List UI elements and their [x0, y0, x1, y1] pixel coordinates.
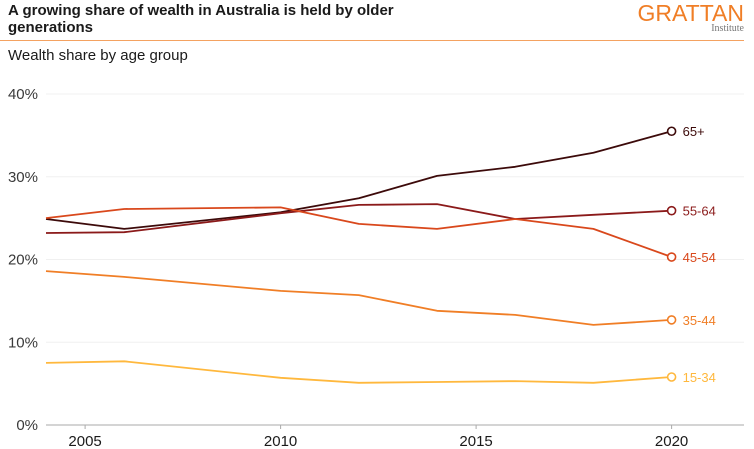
series-label-45-54: 45-54	[683, 250, 716, 265]
y-tick-label: 0%	[16, 417, 38, 434]
grattan-logo: GRATTAN Institute	[638, 0, 744, 34]
logo-main-text: GRATTAN	[637, 0, 744, 26]
gridlines	[46, 93, 744, 343]
series-45-54: 45-54	[45, 206, 716, 265]
y-tick-label: 40%	[8, 86, 38, 103]
x-tick-label: 2010	[264, 433, 297, 449]
series-label-15-34: 15-34	[683, 370, 716, 385]
y-tick-label: 20%	[8, 252, 38, 269]
series-35-44: 35-44	[45, 270, 716, 328]
chart-title: A growing share of wealth in Australia i…	[8, 2, 394, 36]
series-15-34: 15-34	[45, 360, 716, 385]
x-tick-label: 2020	[655, 433, 688, 449]
series-line-45-54	[45, 206, 672, 258]
series-line-55-64	[45, 203, 672, 234]
end-point-marker-65+	[666, 126, 677, 137]
x-tick-label: 2005	[68, 433, 101, 449]
end-point-marker-35-44	[666, 315, 677, 325]
y-tick-label: 10%	[8, 334, 38, 351]
end-point-marker-45-54	[666, 252, 677, 262]
series-label-65+: 65+	[683, 124, 705, 139]
series-lines: 65+ 55-64 45-54 35-44 15-34	[45, 124, 716, 385]
logo-sub-text: Institute	[711, 23, 744, 34]
series-55-64: 55-64	[45, 203, 716, 234]
end-point-marker-55-64	[666, 205, 677, 216]
end-point-marker-15-34	[666, 372, 677, 382]
series-line-65+	[45, 130, 672, 230]
series-line-15-34	[45, 360, 672, 384]
y-tick-label: 30%	[8, 169, 38, 186]
x-tick-label: 2015	[459, 433, 492, 449]
series-65+: 65+	[45, 124, 705, 230]
chart-subtitle: Wealth share by age group	[8, 47, 188, 64]
header-divider	[0, 40, 744, 41]
y-axis-ticks: 0% 10% 20% 30% 40%	[8, 86, 38, 434]
series-line-35-44	[45, 270, 672, 326]
x-axis: 2005 2010 2015 2020	[46, 424, 744, 449]
series-label-35-44: 35-44	[683, 313, 716, 328]
series-label-55-64: 55-64	[683, 204, 716, 219]
